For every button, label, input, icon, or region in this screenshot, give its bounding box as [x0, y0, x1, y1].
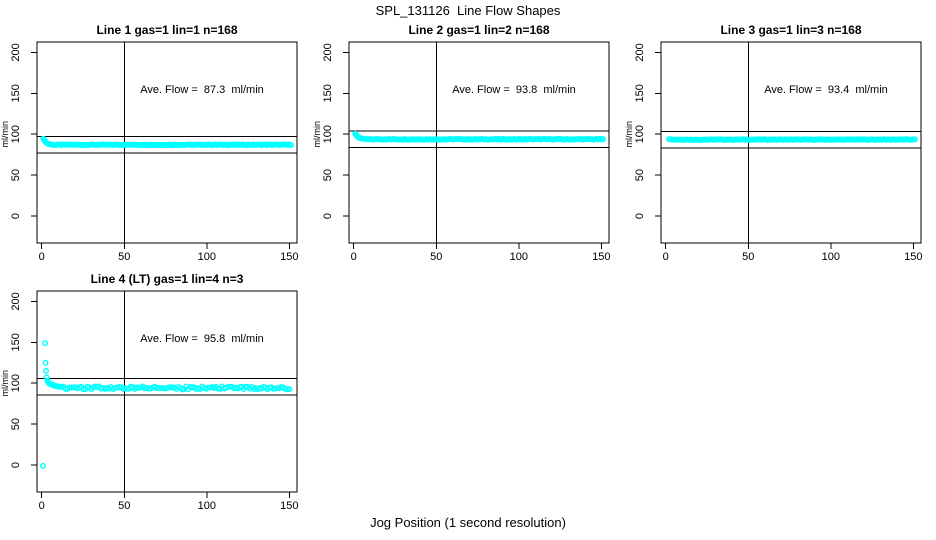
svg-text:200: 200 [10, 292, 22, 310]
plot-box [36, 290, 298, 493]
svg-text:150: 150 [322, 84, 334, 102]
data-points [352, 130, 607, 143]
ave-flow-annotation: Ave. Flow = 95.8 ml/min [140, 333, 264, 345]
panel-title: Line 2 gas=1 lin=2 n=168 [408, 23, 550, 37]
svg-text:150: 150 [592, 251, 610, 263]
svg-text:100: 100 [634, 125, 646, 143]
y-axis: 0 50 100 150 200 ml/min [0, 292, 37, 468]
data-points [40, 135, 295, 149]
svg-text:0: 0 [322, 213, 334, 219]
svg-text:0: 0 [634, 213, 646, 219]
svg-text:50: 50 [634, 169, 646, 181]
svg-text:200: 200 [10, 43, 22, 61]
svg-text:50: 50 [118, 500, 130, 512]
flow-plot-line-4: 0 50 100 150 200 ml/min 0 50 100 150 [0, 290, 299, 512]
svg-text:150: 150 [10, 333, 22, 351]
flow-plot-line-3: 0 50 100 150 200 ml/min 0 50 100 150 [624, 41, 923, 263]
svg-text:100: 100 [198, 500, 216, 512]
data-points [666, 136, 919, 143]
reference-lines [349, 42, 609, 243]
svg-text:0: 0 [39, 500, 45, 512]
panel-title: Line 1 gas=1 lin=1 n=168 [96, 23, 238, 37]
plot-box [348, 41, 610, 244]
svg-text:100: 100 [10, 125, 22, 143]
svg-text:150: 150 [634, 84, 646, 102]
reference-lines [37, 291, 297, 492]
svg-text:50: 50 [322, 169, 334, 181]
x-axis: 0 50 100 150 [39, 492, 299, 512]
ave-flow-annotation: Ave. Flow = 93.4 ml/min [764, 84, 888, 96]
x-axis: 0 50 100 150 [351, 243, 611, 263]
svg-text:150: 150 [280, 251, 298, 263]
svg-text:100: 100 [10, 374, 22, 392]
plot-box [660, 41, 922, 244]
svg-text:100: 100 [322, 125, 334, 143]
flow-plot-line-2: 0 50 100 150 200 ml/min 0 50 100 150 [312, 41, 611, 263]
panel-line-1: 0 50 100 150 200 ml/min 0 50 100 150 Line 1 gas=1… [0, 20, 312, 270]
svg-text:200: 200 [634, 43, 646, 61]
svg-text:0: 0 [10, 213, 22, 219]
y-axis-title: ml/min [0, 121, 10, 148]
svg-text:0: 0 [351, 251, 357, 263]
svg-text:200: 200 [322, 43, 334, 61]
svg-text:100: 100 [198, 251, 216, 263]
svg-text:50: 50 [742, 251, 754, 263]
svg-text:50: 50 [10, 169, 22, 181]
y-axis-title: ml/min [0, 370, 10, 397]
data-points [40, 340, 293, 469]
svg-text:100: 100 [510, 251, 528, 263]
svg-text:150: 150 [904, 251, 922, 263]
figure-title: SPL_131126 Line Flow Shapes [375, 3, 561, 18]
x-axis-label: Jog Position (1 second resolution) [370, 515, 566, 530]
svg-text:150: 150 [280, 500, 298, 512]
flow-plot-line-1: 0 50 100 150 200 ml/min 0 50 100 150 [0, 41, 299, 263]
svg-text:50: 50 [430, 251, 442, 263]
y-axis: 0 50 100 150 200 ml/min [0, 43, 37, 219]
ave-flow-annotation: Ave. Flow = 87.3 ml/min [140, 84, 264, 96]
panel-line-2: 0 50 100 150 200 ml/min 0 50 100 150 Line 2 gas=1… [312, 20, 624, 270]
svg-text:100: 100 [822, 251, 840, 263]
panel-title: Line 3 gas=1 lin=3 n=168 [720, 23, 862, 37]
plot-box [36, 41, 298, 244]
x-axis: 0 50 100 150 [39, 243, 299, 263]
svg-text:50: 50 [118, 251, 130, 263]
y-axis: 0 50 100 150 200 ml/min [624, 43, 661, 219]
panel-title: Line 4 (LT) gas=1 lin=4 n=3 [90, 272, 244, 286]
svg-text:50: 50 [10, 418, 22, 430]
svg-text:0: 0 [663, 251, 669, 263]
y-axis-title: ml/min [624, 121, 634, 148]
panel-line-3: 0 50 100 150 200 ml/min 0 50 100 150 Line 3 gas=1… [624, 20, 936, 270]
y-axis-title: ml/min [312, 121, 322, 148]
ave-flow-annotation: Ave. Flow = 93.8 ml/min [452, 84, 576, 96]
svg-text:0: 0 [10, 462, 22, 468]
y-axis: 0 50 100 150 200 ml/min [312, 43, 349, 219]
svg-text:0: 0 [39, 251, 45, 263]
x-axis: 0 50 100 150 [663, 243, 923, 263]
svg-text:150: 150 [10, 84, 22, 102]
panel-line-4: 0 50 100 150 200 ml/min 0 50 100 150 Line 4 (LT) … [0, 269, 312, 519]
